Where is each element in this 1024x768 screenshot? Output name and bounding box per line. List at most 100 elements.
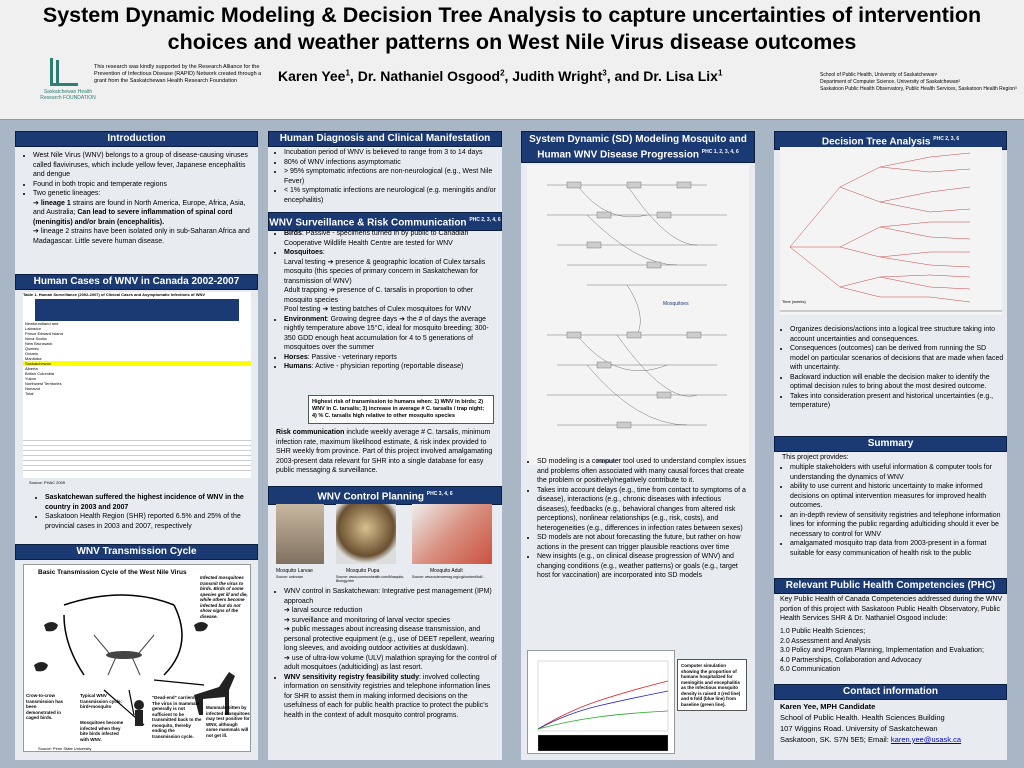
table-row-label: New Brunswick [25, 341, 53, 346]
transmission-note-deadend: "Dead-end" carriers: The virus in mammal… [152, 695, 202, 739]
table-row-label: Ontario [25, 351, 39, 356]
larvae-caption: Mosquito Larvae [276, 568, 313, 574]
diagnosis-list: Incubation period of WNV is believed to … [268, 147, 502, 205]
cases-heading: Human Cases of WNV in Canada 2002-2007 [15, 274, 258, 290]
transmission-note-cycle: Typical WNV transmission cycle: bird+mos… [80, 693, 123, 709]
authors-line: Karen Yee1, Dr. Nathaniel Osgood2, Judit… [278, 68, 723, 84]
surveillance-environment-label: Environment [284, 315, 327, 323]
control-item-text: WNV control in Saskatchewan: Integrative… [284, 588, 492, 605]
contact-email-link[interactable]: karen.yee@usask.ca [890, 735, 962, 744]
control-item-label: WNV sensitivity registry feasibility stu… [284, 673, 419, 681]
summary-intro: This project provides: [782, 454, 849, 461]
decision-tree-graph [780, 152, 1002, 312]
control-sub: ➔ surveillance and monitoring of larval … [284, 616, 451, 624]
sd-bullet: SD modeling is a computer tool used to u… [537, 457, 751, 486]
cases-table-title: Table 1. Human Surveillance (2002-2007) … [23, 292, 206, 297]
cases-table-footnotes [23, 436, 251, 472]
phc-item: 3.0 Policy and Program Planning, Impleme… [780, 647, 984, 654]
table-row: Nova Scotia [23, 336, 251, 341]
surveillance-environment: Environment: Growing degree days ➔ the #… [284, 315, 500, 353]
intro-item-text: Two genetic lineages: [33, 190, 101, 197]
sd-model-graph [547, 181, 727, 429]
table-row: Prince Edward Island [23, 331, 251, 336]
table-row: British Columbia [23, 371, 251, 376]
transmission-note-birds: Infected mosquitoes transmit the virus t… [200, 575, 248, 619]
pool-testing: Pool testing ➔ testing batches of Culex … [284, 306, 472, 313]
pupa-image [336, 504, 396, 564]
contact-city-text: Saskatoon, SK. S7N 5E5; Email: [780, 735, 889, 744]
dt-heading-text: Decision Tree Analysis [821, 136, 931, 148]
summary-item: amalgamated mosquito trap data from 2003… [790, 539, 1004, 558]
surveillance-birds-text: : Passive - specimens turned in by publi… [284, 230, 469, 247]
table-row: Quebec [23, 346, 251, 351]
intro-item: Two genetic lineages: ➔ lineage 1 strain… [33, 189, 252, 246]
summary-heading: Summary [774, 436, 1007, 452]
larvae-source: Source: unknown [276, 575, 304, 579]
cases-source: Source: PHAC 2009 [29, 480, 66, 485]
transmission-note-crow: Crow-to-crow transmission has been demon… [26, 693, 64, 720]
sd-bullet: Takes into account delays (e.g., time fr… [537, 486, 751, 534]
column-2: Human Diagnosis and Clinical Manifestati… [268, 131, 502, 760]
control-sub: ➔ larval source reduction [284, 607, 363, 614]
cases-table-header [35, 299, 239, 321]
author-4: and Dr. Lisa Lix [614, 68, 718, 84]
sd-bullet: SD models are not about forecasting the … [537, 533, 751, 552]
control-sub: ➔ use of ultra-low volume (ULV) malathio… [284, 654, 497, 672]
lineage-1-text: strains are found in North America, Euro… [33, 199, 246, 217]
author-1-sup: 1 [345, 68, 350, 78]
dt-bullets: Organizes decisions/actions into a logic… [774, 325, 1004, 411]
diagnosis-item: 80% of WNV infections asymptomatic [284, 158, 498, 168]
affiliation-2: Department of Computer Science, Universi… [820, 79, 961, 85]
intro-item: West Nile Virus (WNV) belongs to a group… [33, 151, 252, 180]
summary-list: multiple stakeholders with useful inform… [774, 463, 1004, 558]
sd-heading-text: System Dynamic (SD) Modeling Mosquito an… [529, 134, 747, 161]
table-row: Total [23, 391, 251, 396]
table-row-label: Nunavut [25, 386, 40, 391]
surveillance-horses: Horses: Passive - veterinary reports [284, 353, 500, 363]
cases-bullet: Saskatoon Health Region (SHR) reported 6… [45, 512, 253, 531]
transmission-diagram [34, 594, 235, 726]
pupa-source: Source: www.commonhealth.com/Mosquito-Bi… [336, 575, 405, 583]
column-3: System Dynamic (SD) Modeling Mosquito an… [521, 131, 755, 760]
dt-bullet: Organizes decisions/actions into a logic… [790, 325, 1004, 344]
author-3: Judith Wright [512, 68, 603, 84]
simulation-note: Computer simulation showing the proporti… [677, 659, 747, 711]
contact-block: Karen Yee, MPH Candidate School of Publi… [780, 701, 1006, 745]
affiliation-3: Saskatoon Public Health Observatory, Pub… [820, 86, 1017, 92]
surveillance-humans-label: Humans [284, 363, 312, 370]
phc-intro: Key Public Health of Canada Competencies… [780, 596, 1003, 622]
affiliations: School of Public Health, University of S… [820, 72, 1017, 93]
phc-heading: Relevant Public Health Competencies (PHC… [774, 578, 1007, 594]
transmission-note-mammals: Mammals bitten by infected mosquitoes ma… [206, 705, 250, 738]
risk-communication: Risk communication include weekly averag… [276, 428, 498, 476]
adult-caption: Mosquito Adult [430, 568, 463, 574]
lineage-1-bold: lineage 1 [40, 199, 71, 207]
surveillance-heading-phc: PHC 2, 3, 4, 6 [469, 217, 501, 223]
surveillance-mosquitoes-colon: : [322, 249, 325, 256]
transmission-figure-title: Basic Transmission Cycle of the West Nil… [38, 569, 187, 576]
simulation-plot [537, 660, 669, 752]
phc-item: 6.0 Communication [780, 666, 841, 673]
surveillance-birds: Birds: Passive - specimens turned in by … [284, 229, 500, 248]
intro-item: Found in both tropic and temperate regio… [33, 180, 252, 190]
control-item-text: : involved collecting information on sen… [284, 673, 491, 719]
cases-bullets: Saskatchewan suffered the highest incide… [33, 493, 253, 531]
surveillance-birds-label: Birds [284, 230, 302, 237]
funding-note: This research was kindly supported by th… [94, 64, 262, 84]
table-row-label: Alberta [25, 366, 38, 371]
surveillance-horses-text: : Passive - veterinary reports [307, 353, 397, 361]
table-row: Yukon [23, 376, 251, 381]
table-row-label: Manitoba [25, 356, 42, 361]
sd-bullets: SD modeling is a computer tool used to u… [521, 457, 751, 581]
lineage-2: ➔ lineage 2 strains have been isolated o… [33, 228, 250, 245]
intro-heading: Introduction [15, 131, 258, 147]
control-heading-text: WNV Control Planning [317, 491, 424, 503]
contact-line: 107 Wiggins Road. University of Saskatch… [780, 724, 938, 733]
column-4: Decision Tree Analysis PHC 2, 3, 6 Time … [774, 131, 1007, 760]
cases-table-body: Newfoundland and Labrador Prince Edward I… [23, 321, 251, 396]
transmission-heading: WNV Transmission Cycle [15, 544, 258, 560]
dt-bullet: Backward induction will enable the decis… [790, 373, 1004, 392]
shrf-logo-bar [56, 60, 59, 84]
sd-bullet: New insights (e.g., on clinical disease … [537, 552, 751, 581]
surveillance-mosquitoes: Mosquitoes: Larval testing ➔ presence & … [284, 248, 500, 315]
